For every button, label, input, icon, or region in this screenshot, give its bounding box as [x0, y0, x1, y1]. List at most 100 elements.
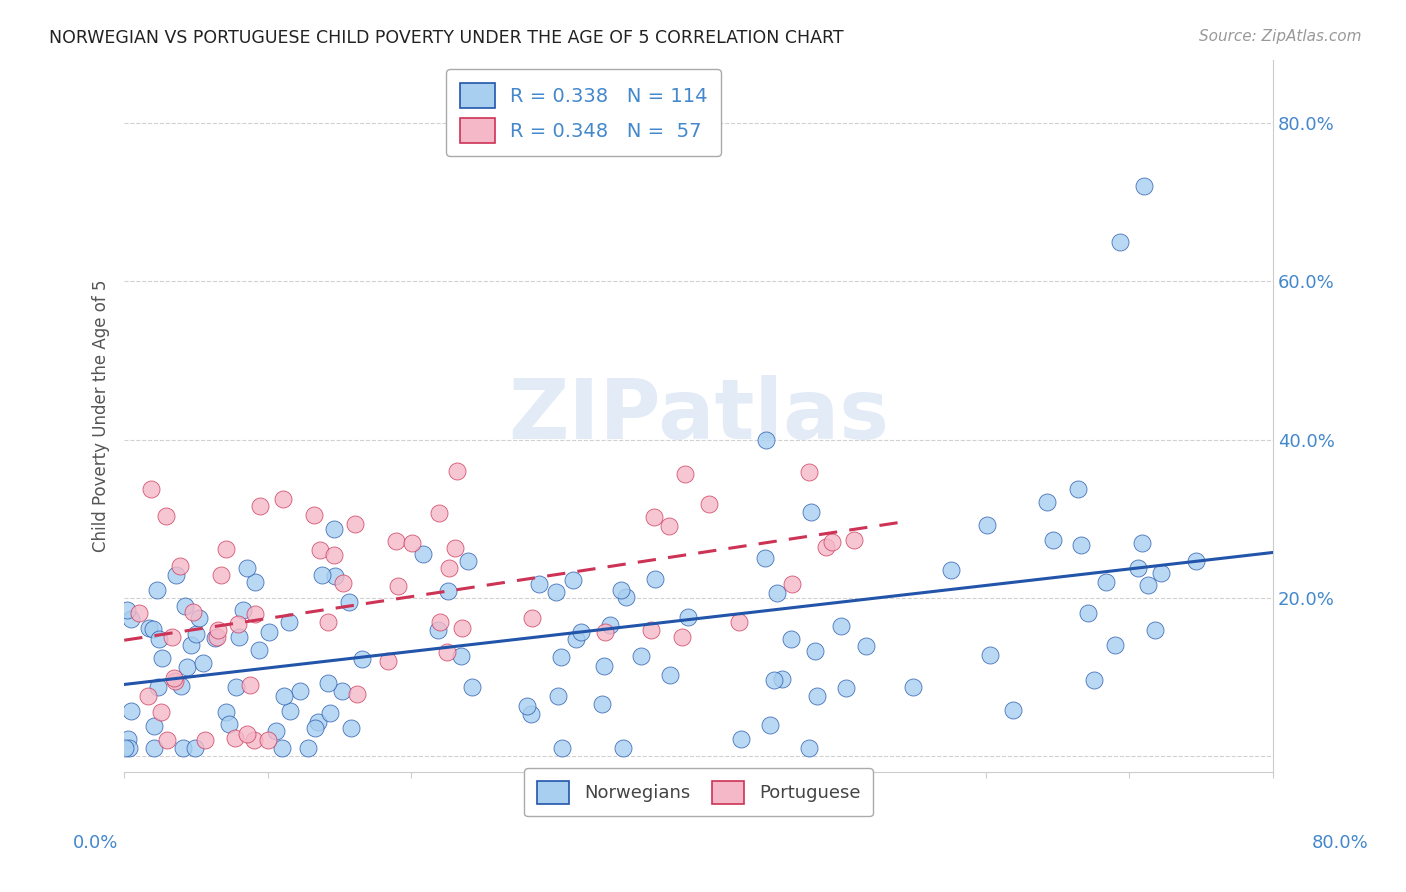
Legend: Norwegians, Portuguese: Norwegians, Portuguese [524, 768, 873, 816]
Point [304, 508, 326, 523]
Point [591, 697, 613, 711]
Point [330, 684, 353, 698]
Point [1077, 607, 1099, 621]
Point [346, 688, 368, 702]
Point [249, 499, 271, 513]
Point [1095, 575, 1118, 590]
Point [215, 705, 238, 719]
Point [1128, 560, 1150, 574]
Point [271, 741, 294, 756]
Point [444, 541, 467, 555]
Point [450, 649, 472, 664]
Point [193, 733, 215, 747]
Point [184, 741, 207, 756]
Point [308, 542, 330, 557]
Point [939, 563, 962, 577]
Point [138, 621, 160, 635]
Point [209, 568, 232, 582]
Point [814, 541, 837, 555]
Point [307, 715, 329, 730]
Point [204, 631, 226, 645]
Point [218, 716, 240, 731]
Point [429, 615, 451, 630]
Point [337, 595, 360, 609]
Text: Source: ZipAtlas.com: Source: ZipAtlas.com [1198, 29, 1361, 44]
Point [377, 654, 399, 668]
Point [436, 645, 458, 659]
Point [118, 741, 141, 756]
Point [799, 741, 821, 756]
Point [516, 699, 538, 714]
Point [323, 548, 346, 562]
Point [114, 741, 136, 756]
Point [412, 547, 434, 561]
Point [595, 625, 617, 640]
Point [1070, 538, 1092, 552]
Point [1083, 673, 1105, 688]
Point [593, 659, 616, 673]
Point [437, 560, 460, 574]
Point [976, 517, 998, 532]
Point [569, 625, 592, 640]
Point [564, 632, 586, 647]
Point [855, 639, 877, 653]
Point [1108, 235, 1130, 249]
Point [544, 585, 567, 599]
Point [1042, 533, 1064, 547]
Point [1150, 566, 1173, 581]
Point [239, 678, 262, 692]
Point [148, 632, 170, 646]
Point [257, 733, 280, 747]
Point [643, 510, 665, 524]
Point [236, 727, 259, 741]
Point [401, 536, 423, 550]
Point [436, 583, 458, 598]
Point [457, 554, 479, 568]
Point [673, 467, 696, 481]
Point [224, 731, 246, 746]
Point [830, 619, 852, 633]
Point [1066, 483, 1088, 497]
Point [429, 506, 451, 520]
Point [519, 707, 541, 722]
Point [128, 606, 150, 620]
Point [332, 576, 354, 591]
Point [387, 579, 409, 593]
Point [806, 690, 828, 704]
Point [146, 583, 169, 598]
Point [730, 732, 752, 747]
Point [165, 673, 187, 688]
Point [316, 676, 339, 690]
Point [288, 684, 311, 698]
Point [1136, 578, 1159, 592]
Point [207, 630, 229, 644]
Point [1144, 624, 1167, 638]
Point [804, 644, 827, 658]
Point [527, 577, 550, 591]
Point [273, 690, 295, 704]
Y-axis label: Child Poverty Under the Age of 5: Child Poverty Under the Age of 5 [93, 279, 110, 552]
Point [243, 574, 266, 589]
Point [225, 681, 247, 695]
Point [226, 617, 249, 632]
Text: ZIPatlas: ZIPatlas [508, 376, 889, 457]
Point [146, 680, 169, 694]
Point [323, 569, 346, 583]
Point [311, 567, 333, 582]
Point [156, 733, 179, 747]
Point [763, 673, 786, 687]
Point [193, 657, 215, 671]
Point [754, 550, 776, 565]
Point [163, 671, 186, 685]
Point [214, 541, 236, 556]
Point [658, 518, 681, 533]
Point [235, 561, 257, 575]
Point [172, 741, 194, 756]
Point [176, 659, 198, 673]
Point [304, 721, 326, 735]
Point [1036, 495, 1059, 509]
Point [640, 623, 662, 637]
Point [180, 638, 202, 652]
Point [835, 681, 858, 695]
Point [755, 433, 778, 447]
